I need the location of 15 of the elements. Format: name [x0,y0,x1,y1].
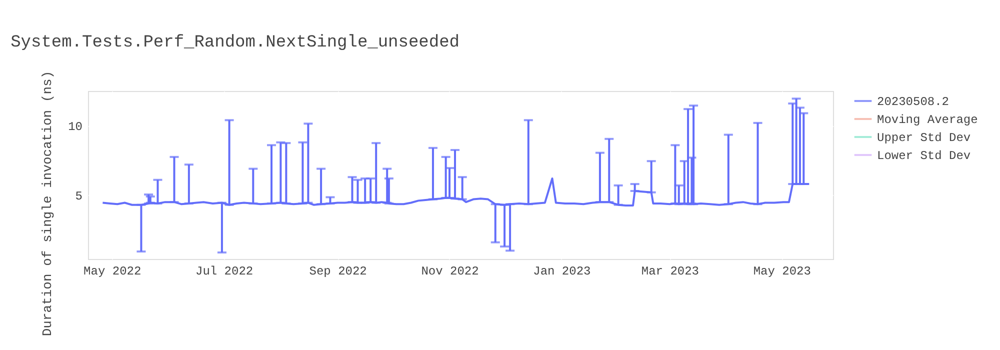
y-axis-title: Duration of single invocation (ns) [40,70,56,336]
legend-label: Lower Std Dev [877,149,971,163]
x-tick-label: May 2022 [84,264,142,278]
legend-label: Moving Average [877,113,978,127]
x-tick-label: May 2023 [753,264,811,278]
x-tick-label: Mar 2023 [641,264,699,278]
x-tick-label: Jul 2022 [195,264,254,278]
x-tick-label: Nov 2022 [421,264,479,278]
legend-label: Upper Std Dev [877,131,971,145]
y-tick-label: 5 [75,190,82,204]
x-tick-label: Jan 2023 [533,264,591,278]
legend-label: 20230508.2 [877,95,950,109]
chart-title: System.Tests.Perf_Random.NextSingle_unseeded [10,33,460,52]
x-tick-label: Sep 2022 [309,264,367,278]
y-tick-label: 10 [68,120,82,134]
